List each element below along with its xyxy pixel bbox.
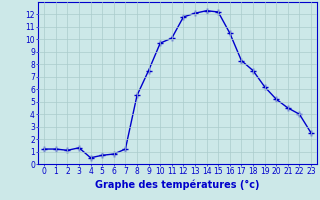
X-axis label: Graphe des températures (°c): Graphe des températures (°c) (95, 179, 260, 190)
